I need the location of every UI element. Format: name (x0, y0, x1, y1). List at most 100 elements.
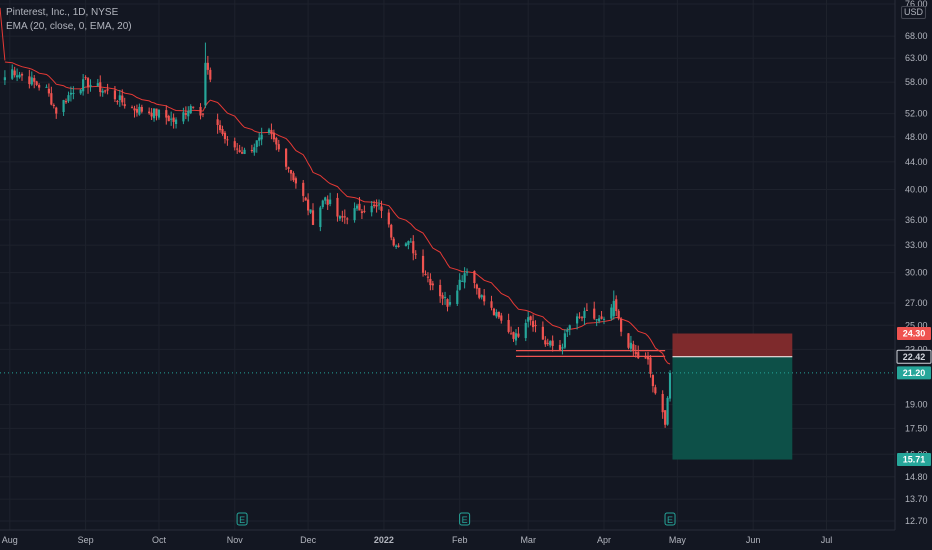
candle-body (649, 357, 652, 374)
candle-body (150, 112, 153, 117)
x-tick-label: Jun (746, 535, 761, 545)
candle-body (82, 79, 85, 92)
candle-body (600, 316, 603, 319)
candle-body (28, 76, 31, 85)
candle-body (646, 356, 650, 360)
candle-body (113, 90, 117, 100)
candle-body (517, 333, 520, 337)
candle-body (326, 199, 329, 205)
candle-body (443, 296, 447, 298)
chart-legend: Pinterest, Inc., 1D, NYSE EMA (20, close… (6, 6, 132, 34)
y-tick-label: 36.00 (905, 215, 928, 225)
candle-body (497, 311, 500, 318)
candle-body (302, 182, 305, 196)
candle-body (189, 106, 192, 114)
candle-body (634, 352, 637, 355)
y-tick-label: 12.70 (905, 516, 928, 526)
candle-body (84, 77, 87, 79)
candle-body (390, 224, 393, 238)
ema-indicator-label[interactable]: EMA (20, close, 0, EMA, 20) (6, 21, 132, 32)
candle-body (52, 105, 55, 107)
candle-body (602, 318, 606, 320)
y-tick-label: 25.00 (905, 320, 928, 330)
candle-body (289, 169, 293, 174)
candle-body (50, 93, 53, 105)
candle-body (272, 132, 275, 140)
candle-body (236, 148, 239, 150)
x-tick-label: Sep (78, 535, 94, 545)
candle-body (275, 138, 278, 145)
candle-body (218, 125, 222, 131)
target-price-badge-bg (897, 453, 931, 467)
candle-body (380, 206, 383, 211)
candle-body (576, 316, 579, 324)
candle-body (456, 290, 459, 304)
y-tick-label: 44.00 (905, 157, 928, 167)
candle-body (598, 318, 601, 322)
candle-body (661, 393, 664, 413)
support-levels (515, 350, 666, 357)
candle-body (72, 92, 75, 94)
x-tick-label: Jul (821, 535, 833, 545)
candle-body (33, 78, 36, 82)
candle-body (495, 312, 498, 317)
candle-body (580, 317, 584, 319)
candle-body (221, 129, 224, 134)
candle-body (267, 129, 271, 133)
earnings-marker-label: E (667, 515, 673, 525)
candle-body (561, 347, 564, 349)
candle-body (343, 216, 346, 218)
entry-price-badge-bg (896, 349, 932, 364)
candle-body (527, 317, 530, 322)
candle-body (509, 333, 513, 335)
candle-body (490, 301, 493, 308)
candle-body (223, 132, 227, 140)
candle-body (155, 108, 158, 116)
candle-body (373, 204, 376, 207)
candle-body (627, 333, 630, 348)
y-tick-label: 30.00 (905, 268, 928, 278)
candle-body (338, 216, 342, 219)
candle-body (172, 117, 175, 122)
candle-body (360, 211, 364, 213)
candle-body (478, 287, 481, 298)
position-zones (672, 333, 793, 460)
candle-body (118, 95, 121, 101)
candle-body (18, 74, 21, 78)
candle-body (492, 308, 496, 315)
candle-body (233, 141, 236, 148)
candle-body (216, 119, 219, 125)
candle-body (664, 410, 667, 425)
candle-body (583, 310, 586, 319)
candle-body (13, 70, 16, 76)
candle-body (446, 299, 449, 307)
candle-body (243, 149, 246, 155)
candle-body (165, 110, 168, 118)
candle-body (424, 273, 427, 276)
candle-body (133, 108, 136, 111)
candle-body (392, 238, 395, 246)
candle-body (201, 113, 205, 115)
candle-body (651, 375, 655, 387)
candle-body (429, 278, 432, 286)
candle-body (358, 203, 361, 211)
candle-body (182, 112, 185, 122)
earnings-marker-label: E (239, 515, 245, 525)
y-tick-label: 14.80 (905, 472, 928, 482)
candle-body (463, 273, 466, 283)
stop-price-badge-bg (897, 326, 931, 340)
candle-body (421, 255, 425, 273)
candle-body (465, 271, 469, 273)
candle-body (187, 111, 190, 117)
candle-body (431, 283, 434, 286)
candle-body (307, 199, 310, 211)
candle-body (617, 310, 620, 319)
candle-body (157, 109, 161, 118)
y-tick-label: 63.00 (905, 53, 928, 63)
symbol-label[interactable]: Pinterest, Inc., 1D, NYSE (6, 7, 119, 18)
candle-body (514, 333, 518, 341)
y-tick-label: 76.00 (905, 0, 928, 9)
y-tick-label: 19.00 (905, 400, 928, 410)
